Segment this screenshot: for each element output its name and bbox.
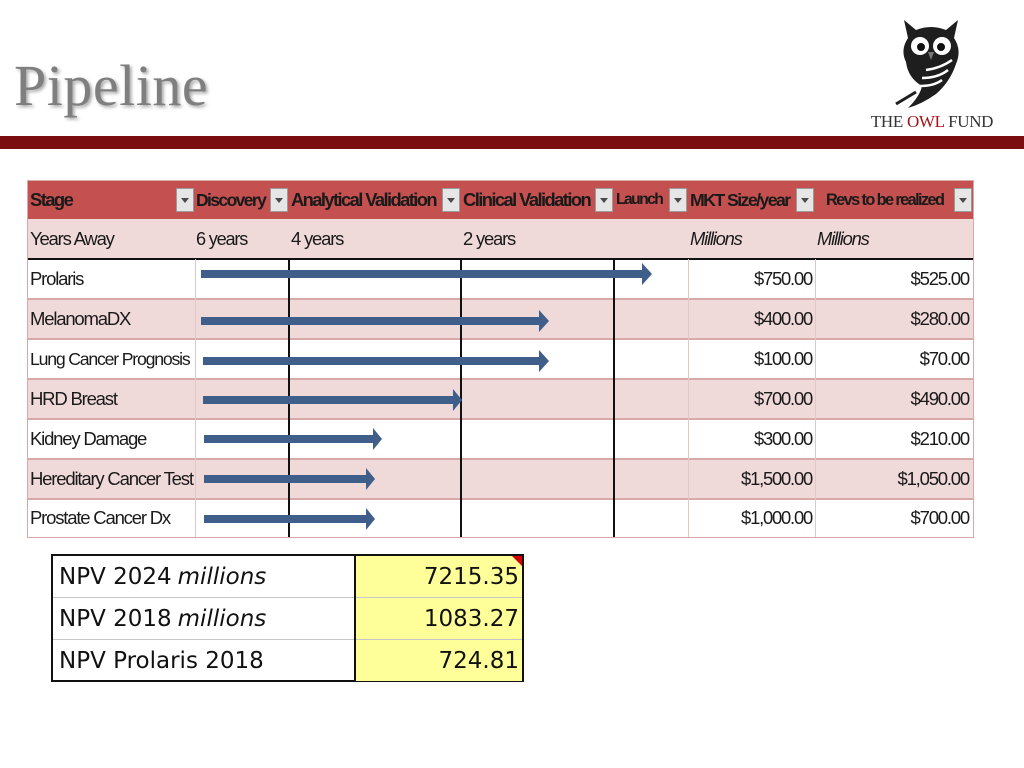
mkt-size-filter-button[interactable]: [796, 188, 814, 212]
header-revs: Revs to be realized: [826, 190, 945, 209]
row-mkt-size: $700.00: [753, 388, 813, 409]
npv-label-text: NPV Prolaris 2018: [59, 647, 264, 674]
row-name: MelanomaDX: [30, 308, 131, 329]
npv-value: 1083.27: [423, 605, 519, 632]
row-revs: $700.00: [910, 507, 971, 528]
row-name: Lung Cancer Prognosis: [30, 348, 191, 369]
clinical-validation-filter-button[interactable]: [595, 188, 613, 212]
npv-label: NPV 2024 millions: [53, 556, 355, 597]
progress-arrow: [204, 428, 382, 450]
column-divider: [460, 259, 462, 537]
analytical-validation-filter-button[interactable]: [442, 188, 460, 212]
pipeline-table: Stage Discovery Analytical Validation Cl…: [27, 180, 974, 538]
row-revs: $210.00: [910, 428, 971, 449]
row-revs: $1,050.00: [897, 468, 970, 489]
header-launch: Launch: [616, 191, 664, 208]
logo-text-owl: OWL: [906, 112, 945, 131]
row-revs: $525.00: [910, 268, 971, 289]
owl-fund-logo: THE OWL FUND: [858, 12, 1008, 134]
progress-arrow: [204, 468, 375, 490]
row-name: Prostate Cancer Dx: [30, 507, 171, 528]
npv-divider: [53, 597, 522, 598]
pipeline-arrows: [201, 263, 652, 530]
npv-value: 724.81: [438, 647, 519, 674]
header-clinical-validation: Clinical Validation: [463, 189, 592, 210]
row-divider: [28, 338, 973, 340]
row-mkt-size: $400.00: [753, 308, 813, 329]
title-rule: [0, 136, 1024, 149]
row-mkt-size: $100.00: [753, 348, 813, 369]
row-mkt-size: $750.00: [753, 268, 813, 289]
years-away-label: Years Away: [30, 228, 115, 249]
progress-arrow: [201, 310, 549, 332]
progress-arrow: [204, 508, 375, 530]
progress-arrow: [201, 263, 652, 285]
progress-arrow: [203, 389, 462, 411]
npv-label: NPV Prolaris 2018: [53, 640, 355, 681]
row-divider: [28, 418, 973, 420]
slide-title: Pipeline: [14, 53, 209, 118]
row-mkt-size: $1,500.00: [741, 468, 813, 489]
row-revs: $70.00: [919, 348, 971, 369]
npv-value-cell[interactable]: 1083.27: [356, 598, 522, 639]
progress-arrow: [203, 350, 549, 372]
npv-value-cell[interactable]: 724.81: [356, 640, 522, 681]
npv-value: 7215.35: [423, 563, 519, 590]
npv-label-text: NPV 2018: [59, 605, 172, 632]
column-divider: [613, 259, 615, 537]
row-name: Kidney Damage: [30, 428, 147, 449]
row-divider: [28, 498, 973, 500]
npv-label: NPV 2018 millions: [53, 598, 355, 639]
logo-wordmark: THE OWL FUND: [858, 112, 1006, 132]
revs-unit: Millions: [817, 228, 870, 249]
column-divider: [688, 259, 689, 537]
row-name: Prolaris: [30, 268, 84, 289]
npv-row: NPV 2024 millions 7215.35: [53, 556, 522, 597]
row-mkt-size: $1,000.00: [741, 507, 813, 528]
owl-icon: [895, 20, 959, 108]
row-name: HRD Breast: [30, 388, 118, 409]
npv-unit-text: millions: [177, 605, 267, 632]
header-discovery: Discovery: [196, 189, 267, 210]
row-revs: $490.00: [910, 388, 971, 409]
header-divider: [28, 258, 973, 260]
header-analytical-validation: Analytical Validation: [291, 189, 438, 210]
npv-divider: [53, 639, 522, 640]
stage-filter-button[interactable]: [176, 188, 194, 212]
npv-label-text: NPV 2024: [59, 563, 172, 590]
row-divider: [28, 378, 973, 380]
row-mkt-size: $300.00: [753, 428, 813, 449]
row-revs: $280.00: [910, 308, 971, 329]
discovery-filter-button[interactable]: [270, 188, 288, 212]
npv-value-cell[interactable]: 7215.35: [356, 556, 522, 597]
years-away-row: Years Away 6 years 4 years 2 years Milli…: [28, 219, 973, 259]
logo-text-fund: FUND: [944, 112, 994, 131]
mkt-size-unit: Millions: [690, 228, 743, 249]
logo-text-the: THE: [870, 112, 907, 131]
header-stage: Stage: [30, 189, 74, 210]
clinical-years: 2 years: [463, 228, 516, 249]
npv-row: NPV 2018 millions 1083.27: [53, 598, 522, 639]
analytical-years: 4 years: [291, 228, 344, 249]
pipeline-header-row: Stage Discovery Analytical Validation Cl…: [28, 181, 973, 219]
comment-indicator[interactable]: [512, 556, 522, 566]
npv-table: NPV 2024 millions 7215.35 NPV 2018 million…: [51, 554, 524, 682]
launch-filter-button[interactable]: [669, 188, 687, 212]
header-mkt-size: MKT Size/year: [690, 189, 791, 210]
row-divider: [28, 458, 973, 460]
npv-column-divider: [354, 556, 356, 680]
row-divider: [28, 298, 973, 300]
npv-row: NPV Prolaris 2018 724.81: [53, 640, 522, 681]
column-divider: [195, 259, 196, 537]
discovery-years: 6 years: [196, 228, 248, 249]
revs-filter-button[interactable]: [954, 188, 972, 212]
npv-unit-text: millions: [177, 563, 267, 590]
column-divider: [815, 259, 816, 537]
row-name: Hereditary Cancer Test: [30, 468, 194, 489]
